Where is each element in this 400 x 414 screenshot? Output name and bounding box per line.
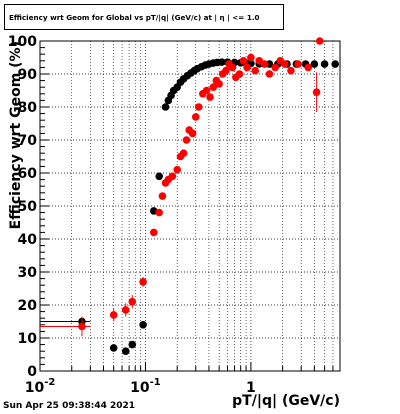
y-tick-label: 60	[18, 166, 38, 182]
data-point	[331, 60, 339, 68]
data-point	[182, 136, 191, 144]
data-point	[109, 344, 118, 352]
timestamp: Sun Apr 25 09:38:44 2021	[3, 401, 136, 411]
data-point	[320, 60, 329, 68]
data-point	[281, 60, 289, 68]
data-point	[173, 165, 181, 174]
y-tick-label: 70	[18, 133, 38, 149]
data-point	[315, 37, 324, 45]
data-point	[202, 86, 211, 95]
y-tick-label: 90	[18, 67, 38, 83]
chart-title: Efficiency wrt Geom for Global vs pT/|q|…	[9, 13, 260, 22]
data-point	[247, 53, 255, 62]
data-point	[188, 129, 197, 138]
data-point	[271, 63, 279, 72]
data-point	[215, 80, 223, 88]
y-tick-label: 10	[18, 331, 38, 347]
chart-title-box: Efficiency wrt Geom for Global vs pT/|q|…	[4, 4, 284, 30]
data-point	[194, 103, 203, 111]
data-point	[139, 321, 147, 329]
x-tick-label: 1	[246, 380, 256, 396]
data-point	[191, 113, 200, 121]
axis-ticks	[39, 40, 341, 372]
data-point	[155, 172, 163, 181]
data-point	[155, 208, 163, 217]
y-tick-label: 40	[18, 232, 38, 248]
data-point	[121, 306, 130, 314]
series-layer	[40, 37, 339, 356]
x-axis-title: pT/|q| (GeV/c)	[232, 393, 340, 409]
data-point	[287, 66, 295, 75]
y-tick-label: 80	[18, 100, 38, 116]
data-point	[218, 58, 226, 66]
series-1	[40, 37, 324, 337]
data-point	[304, 63, 313, 72]
data-point	[121, 347, 130, 356]
data-point	[158, 192, 167, 200]
data-point	[209, 83, 218, 91]
x-tick-label: 10-1	[130, 377, 161, 396]
data-point	[149, 228, 158, 237]
axis-labels: 0 10 20 30 40 50 60 70 80 90 100 10-2 10-1 1pT/|q| (G…	[8, 34, 340, 409]
series-0	[40, 58, 339, 356]
data-point	[239, 57, 248, 65]
y-axis-title: Efficiency wrt Geom (%)	[8, 41, 24, 229]
data-point	[235, 70, 244, 78]
data-point	[161, 103, 170, 111]
data-point	[228, 63, 237, 72]
data-point	[109, 311, 118, 319]
y-tick-label: 30	[18, 265, 38, 281]
x-tick-label: 10-2	[25, 377, 56, 396]
data-point	[128, 297, 137, 306]
y-tick-label: 0	[27, 364, 37, 380]
data-point	[310, 60, 319, 68]
data-point	[128, 340, 137, 349]
data-point	[312, 88, 321, 96]
data-point	[139, 278, 147, 286]
data-point	[179, 149, 188, 157]
data-point	[243, 63, 251, 72]
data-point	[294, 60, 302, 68]
grid-layer	[40, 41, 341, 371]
data-point	[78, 322, 86, 331]
data-point	[260, 60, 269, 68]
y-tick-label: 100	[8, 34, 37, 50]
data-point	[265, 70, 274, 78]
y-tick-label: 20	[18, 298, 38, 314]
data-point	[206, 93, 214, 101]
data-point	[251, 66, 260, 75]
data-point	[168, 172, 177, 181]
data-point	[222, 66, 230, 75]
y-tick-label: 50	[18, 199, 38, 215]
